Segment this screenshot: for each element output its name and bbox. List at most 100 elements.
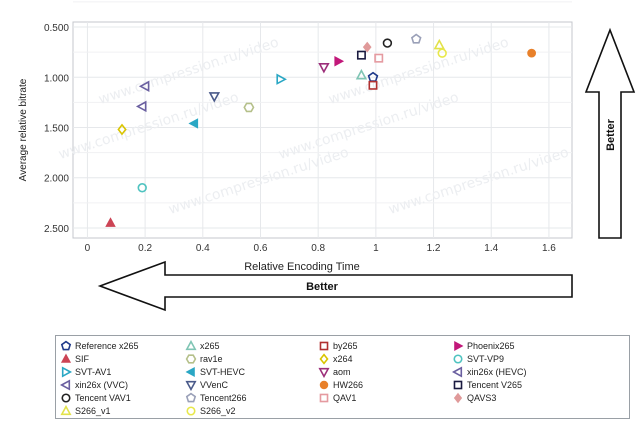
legend-label: QAV1 xyxy=(333,392,357,403)
tick-labels: 0 0.2 0.4 0.6 0.8 1 1.2 1.4 1.6 0.500 1.000 1.500 2.… xyxy=(44,23,556,254)
point-s266-v1 xyxy=(433,38,446,50)
point-tencent-v265 xyxy=(356,50,366,60)
legend: Reference x265 x265 by265 Phoenix265 SIF rav1… xyxy=(55,335,630,419)
point-tencent-vav1 xyxy=(382,38,393,48)
legend-marker-icon xyxy=(454,340,464,351)
point-xin26x-hevc xyxy=(138,80,150,93)
legend-item-svt-av1: SVT-AV1 xyxy=(60,365,111,378)
legend-marker-icon xyxy=(185,392,197,402)
grid xyxy=(73,1,572,238)
legend-item-rav1e: rav1e xyxy=(185,352,223,365)
legend-item-tencent266: Tencent266 xyxy=(185,391,247,404)
legend-label: Tencent266 xyxy=(200,392,247,403)
legend-label: HW266 xyxy=(333,379,364,390)
legend-item-tencent-vav1: Tencent VAV1 xyxy=(60,391,131,404)
legend-item-qavs3: QAVS3 xyxy=(452,391,496,404)
x-tick-label: 0 xyxy=(85,243,91,254)
point-s266-v2 xyxy=(437,48,447,58)
legend-item-vvenc: VVenC xyxy=(185,378,228,391)
legend-label: rav1e xyxy=(200,353,223,364)
legend-marker-icon xyxy=(60,378,71,391)
y-axis-label: Average relative bitrate xyxy=(18,78,29,181)
legend-marker-icon xyxy=(319,352,329,365)
legend-marker-icon xyxy=(61,392,71,403)
legend-label: SIF xyxy=(75,353,90,364)
legend-marker-icon xyxy=(185,339,197,350)
x-tick-label: 0.2 xyxy=(138,243,152,254)
legend-marker-icon xyxy=(60,404,72,415)
y-tick-label: 1.000 xyxy=(44,73,69,84)
legend-label: xin26x (VVC) xyxy=(75,379,129,390)
point-qav1 xyxy=(374,53,384,63)
legend-marker-icon xyxy=(60,340,72,350)
legend-item-s266-v1: S266_v1 xyxy=(60,404,111,417)
legend-item-by265: by265 xyxy=(318,339,358,352)
legend-marker-icon xyxy=(185,353,197,364)
legend-item-tencent-v265: Tencent V265 xyxy=(452,378,522,391)
x-tick-label: 1.2 xyxy=(427,243,441,254)
legend-label: SVT-VP9 xyxy=(467,353,505,364)
legend-label: SVT-HEVC xyxy=(200,366,246,377)
x-axis-label: Relative Encoding Time xyxy=(244,261,360,273)
legend-label: Tencent VAV1 xyxy=(75,392,131,403)
x-tick-label: 0.6 xyxy=(254,243,268,254)
point-rav1e xyxy=(243,102,255,113)
legend-item-phoenix265: Phoenix265 xyxy=(452,339,515,352)
y-tick-label: 1.500 xyxy=(44,123,69,134)
legend-marker-icon xyxy=(60,353,72,363)
legend-marker-icon xyxy=(319,380,329,389)
x-tick-label: 1 xyxy=(373,243,379,254)
legend-item-svt-vp9: SVT-VP9 xyxy=(452,352,504,365)
data-points xyxy=(105,33,537,227)
point-svt-hevc xyxy=(188,118,199,129)
x-tick-label: 1.6 xyxy=(542,243,556,254)
plot-area xyxy=(72,21,573,239)
point-hw266 xyxy=(527,48,537,58)
better-left-arrow xyxy=(97,260,573,312)
legend-marker-icon xyxy=(453,392,463,403)
point-x265 xyxy=(355,68,368,80)
legend-label: x264 xyxy=(333,353,353,364)
legend-item-qav1: QAV1 xyxy=(318,391,356,404)
better-vertical-label: Better xyxy=(605,118,617,151)
point-aom xyxy=(318,62,330,74)
legend-label: Phoenix265 xyxy=(467,340,515,351)
legend-item-x264: x264 xyxy=(318,352,353,365)
legend-item-hw266: HW266 xyxy=(318,378,363,391)
legend-marker-icon xyxy=(186,405,196,416)
y-tick-label: 2.500 xyxy=(44,224,69,235)
legend-marker-icon xyxy=(452,365,463,378)
point-phoenix265 xyxy=(334,55,345,67)
legend-item-aom: aom xyxy=(318,365,351,378)
point-qavs3 xyxy=(362,41,372,53)
legend-item-svt-hevc: SVT-HEVC xyxy=(185,365,245,378)
point-xin26x-vvc xyxy=(135,100,147,113)
point-vvenc xyxy=(208,92,221,103)
legend-item-s266-v2: S266_v2 xyxy=(185,404,236,417)
legend-label: aom xyxy=(333,366,351,377)
legend-label: x265 xyxy=(200,340,220,351)
point-tencent266 xyxy=(410,33,422,44)
legend-item-xin26x-hevc: xin26x (HEVC) xyxy=(452,365,527,378)
legend-label: SVT-AV1 xyxy=(75,366,112,377)
x-tick-label: 0.4 xyxy=(196,243,210,254)
legend-marker-icon xyxy=(318,367,330,378)
legend-item-reference-x265: Reference x265 xyxy=(60,339,139,352)
legend-label: xin26x (HEVC) xyxy=(467,366,527,377)
y-tick-label: 2.000 xyxy=(44,174,69,185)
legend-label: Tencent V265 xyxy=(467,379,523,390)
legend-marker-icon xyxy=(319,393,329,402)
point-svt-av1 xyxy=(276,73,287,85)
legend-label: QAVS3 xyxy=(467,392,497,403)
x-tick-label: 0.8 xyxy=(311,243,325,254)
legend-item-sif: SIF xyxy=(60,352,89,365)
better-up-arrow xyxy=(584,27,636,239)
legend-marker-icon xyxy=(185,366,195,377)
legend-item-xin26x-vvc: xin26x (VVC) xyxy=(60,378,128,391)
x-tick-label: 1.4 xyxy=(484,243,498,254)
legend-marker-icon xyxy=(453,353,463,364)
point-svt-vp9 xyxy=(137,183,147,193)
point-by265 xyxy=(368,80,378,90)
legend-label: by265 xyxy=(333,340,358,351)
